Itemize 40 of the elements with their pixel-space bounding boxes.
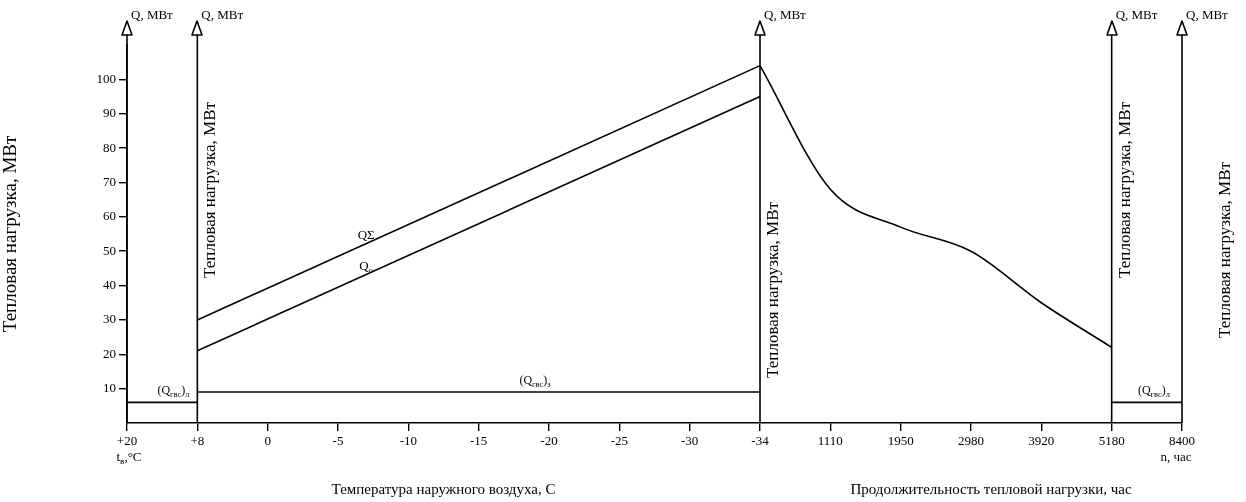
y-tick-label: 70 [103, 173, 116, 189]
x-tick-label: -30 [680, 433, 699, 449]
y-tick-label: 50 [103, 242, 116, 258]
x-tick-label: -5 [332, 433, 344, 449]
text: n, час [1160, 449, 1192, 464]
text: Продолжительность тепловой нагрузки, час [850, 481, 1132, 497]
x-tick-label: -15 [469, 433, 488, 449]
ref-line-label: Q, МВт [1186, 7, 1229, 22]
x-tick-label: 1950 [887, 433, 914, 449]
y-tick-label: 10 [103, 380, 116, 396]
x-tick-label: 2980 [958, 433, 984, 449]
y-axis-title: Тепловая нагрузка, МВт [0, 135, 21, 333]
annotation: Тепловая нагрузка, МВт [1114, 101, 1134, 278]
x-tick-label: -20 [540, 433, 558, 449]
y-tick-label: 90 [103, 105, 116, 121]
y-tick-label: 40 [103, 276, 116, 292]
series-label: QΣ [357, 226, 375, 242]
x-tick-label: 1110 [817, 433, 843, 449]
ref-line-label: Q, МВт [201, 7, 244, 22]
y-tick-label: 30 [103, 311, 116, 327]
x-tick-label: -34 [751, 433, 770, 449]
x-tick-label: -25 [610, 433, 629, 449]
x-tick-label: +20 [116, 433, 138, 449]
x-tick-label: 3920 [1028, 433, 1055, 449]
x-tick-label: 5180 [1098, 433, 1125, 449]
x-tick-label: -10 [399, 433, 418, 449]
x-tick-label: 8400 [1169, 433, 1195, 449]
x-tick-label: 0 [264, 433, 271, 449]
y-tick-label: 80 [103, 139, 116, 155]
ref-line-label: Q, МВт [1115, 7, 1158, 22]
y-tick-label: 60 [103, 208, 116, 224]
y-tick-label: 100 [96, 70, 116, 86]
annotation: Тепловая нагрузка, МВт [763, 201, 782, 378]
y-tick-label: 20 [103, 345, 116, 361]
ref-line-label: Q, МВт [764, 7, 807, 22]
ref-line-label: Q, МВт [131, 7, 174, 22]
x-tick-label: +8 [190, 433, 205, 449]
x-axis-title: Температура наружного воздуха, С [331, 481, 556, 497]
annotation: Тепловая нагрузка, МВт [200, 101, 220, 278]
text: Тепловая нагрузка, МВт [1215, 161, 1234, 338]
